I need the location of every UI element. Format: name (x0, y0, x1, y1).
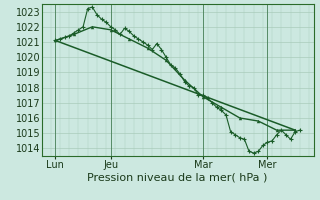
X-axis label: Pression niveau de la mer( hPa ): Pression niveau de la mer( hPa ) (87, 173, 268, 183)
